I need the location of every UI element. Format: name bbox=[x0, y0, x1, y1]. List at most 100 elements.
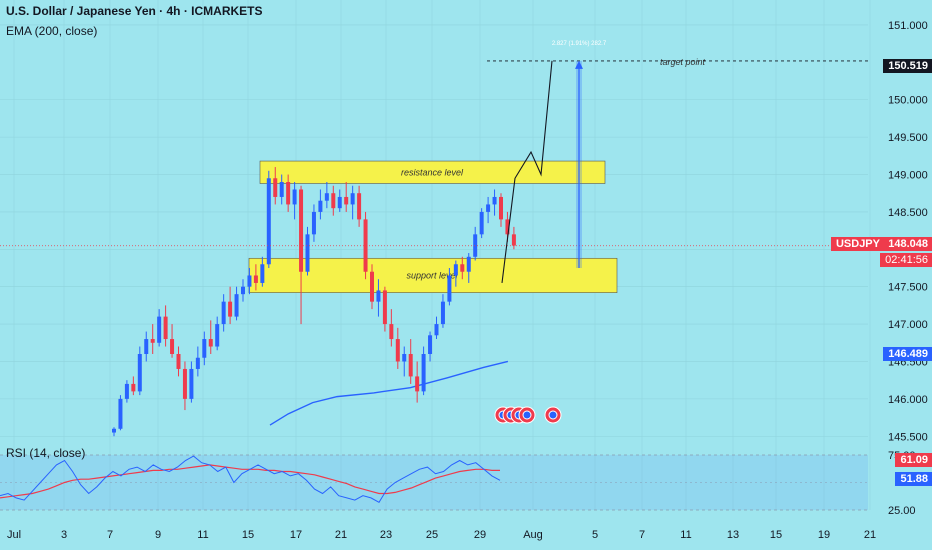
chart-title: U.S. Dollar / Japanese Yen · 4h · ICMARK… bbox=[6, 4, 263, 18]
candle-body bbox=[479, 211, 484, 235]
measure-label: 2.827 (1.91%) 282.7 bbox=[552, 41, 607, 47]
candle-body bbox=[260, 264, 265, 283]
price-axis[interactable]: 145.500146.000146.500147.000147.500148.5… bbox=[888, 20, 928, 443]
time-tick-label: 21 bbox=[864, 529, 876, 541]
rsi-band bbox=[0, 455, 868, 510]
candle-body bbox=[195, 357, 200, 369]
price-tick-label: 146.000 bbox=[888, 394, 928, 406]
price-tick-label: 147.000 bbox=[888, 319, 928, 331]
candle-body bbox=[118, 398, 123, 429]
target-price-tag: 150.519 bbox=[883, 59, 932, 73]
time-tick-label: 15 bbox=[770, 529, 782, 541]
candle-body bbox=[363, 219, 368, 272]
candle-body bbox=[305, 234, 310, 272]
resistance-label: resistance level bbox=[401, 167, 464, 177]
candle-body bbox=[137, 354, 142, 392]
candle-body bbox=[318, 200, 323, 212]
time-axis[interactable]: Jul 3 7 9 11 15 17 21 23 25 29 Aug 5 7 11 13 15 19 21 bbox=[7, 529, 876, 541]
time-tick-label: Jul bbox=[7, 529, 21, 541]
candle-body bbox=[150, 339, 155, 343]
candle-body bbox=[376, 290, 381, 302]
time-tick-label: Aug bbox=[523, 529, 543, 541]
candle-body bbox=[453, 264, 458, 276]
candle-body bbox=[440, 301, 445, 325]
time-tick-label: 11 bbox=[680, 529, 691, 541]
ema-indicator-label[interactable]: EMA (200, close) bbox=[6, 24, 98, 38]
time-tick-label: 25 bbox=[426, 529, 438, 541]
time-tick-label: 3 bbox=[61, 529, 67, 541]
candle-body bbox=[505, 219, 510, 235]
candle-body bbox=[182, 368, 187, 399]
time-tick-label: 13 bbox=[727, 529, 739, 541]
candle-body bbox=[292, 189, 297, 205]
time-tick-label: 21 bbox=[335, 529, 347, 541]
candle-body bbox=[402, 354, 407, 362]
projection-path bbox=[501, 60, 553, 284]
candle-body bbox=[415, 376, 420, 392]
price-tick-label: 148.500 bbox=[888, 207, 928, 219]
grid bbox=[0, 0, 871, 510]
price-zones: resistance level support level bbox=[248, 160, 618, 293]
time-tick-label: 29 bbox=[474, 529, 486, 541]
time-tick-label: 19 bbox=[818, 529, 830, 541]
candle-body bbox=[499, 196, 503, 220]
candle-body bbox=[221, 301, 226, 325]
price-tick-label: 150.000 bbox=[888, 95, 928, 107]
candle-body bbox=[286, 182, 291, 205]
rsi-level-label: 25.00 bbox=[888, 505, 916, 517]
candle-body bbox=[511, 234, 516, 246]
candle-body bbox=[350, 193, 355, 205]
price-tick-label: 151.000 bbox=[888, 20, 928, 32]
candle-body bbox=[434, 324, 439, 336]
candle-body bbox=[253, 275, 258, 283]
rsi-indicator-label[interactable]: RSI (14, close) bbox=[6, 446, 86, 460]
rsi-pane: 75.0025.00 bbox=[0, 450, 916, 517]
target-label: target point bbox=[660, 57, 706, 67]
current-price-tag: 148.048 bbox=[883, 237, 932, 251]
price-tick-label: 149.000 bbox=[888, 170, 928, 182]
candle-body bbox=[266, 178, 271, 265]
candle-body bbox=[273, 178, 278, 197]
candle-body bbox=[112, 428, 116, 433]
candle-body bbox=[382, 290, 387, 325]
candle-body bbox=[344, 196, 349, 205]
support-label: support level bbox=[406, 270, 458, 280]
rsi-ma-value-tag: 51.88 bbox=[895, 472, 932, 486]
candle-body bbox=[189, 368, 194, 399]
candle-body bbox=[176, 354, 181, 369]
candle-body bbox=[299, 189, 304, 272]
ema-200-line bbox=[269, 360, 509, 426]
rsi-value-tag: 61.09 bbox=[895, 453, 932, 467]
candle-body bbox=[228, 301, 233, 317]
candle-body bbox=[124, 383, 129, 399]
candle-body bbox=[163, 316, 168, 340]
candle-body bbox=[389, 324, 394, 340]
time-tick-label: 17 bbox=[290, 529, 302, 541]
candle-body bbox=[395, 339, 400, 362]
candle-body bbox=[311, 211, 316, 235]
time-tick-label: 7 bbox=[107, 529, 113, 541]
flag-us-icon-center bbox=[548, 410, 558, 420]
countdown-tag: 02:41:56 bbox=[880, 253, 932, 267]
candle-body bbox=[492, 196, 497, 205]
time-tick-label: 23 bbox=[380, 529, 392, 541]
ema-line bbox=[269, 360, 509, 426]
candle-body bbox=[447, 275, 452, 302]
candle-body bbox=[421, 354, 426, 392]
candle-body bbox=[428, 335, 433, 354]
time-tick-label: 7 bbox=[639, 529, 645, 541]
candle-body bbox=[215, 324, 220, 347]
time-tick-label: 5 bbox=[592, 529, 598, 541]
candle-body bbox=[144, 339, 149, 354]
candle-body bbox=[357, 193, 362, 220]
candle-body bbox=[408, 354, 413, 377]
resistance-zone bbox=[259, 160, 606, 184]
candle-body bbox=[157, 316, 162, 343]
candle-body bbox=[170, 339, 175, 354]
support-zone bbox=[248, 257, 618, 293]
candle-body bbox=[241, 286, 245, 295]
price-tick-label: 147.500 bbox=[888, 282, 928, 294]
candle-body bbox=[234, 294, 239, 317]
price-tick-label: 149.500 bbox=[888, 132, 928, 144]
